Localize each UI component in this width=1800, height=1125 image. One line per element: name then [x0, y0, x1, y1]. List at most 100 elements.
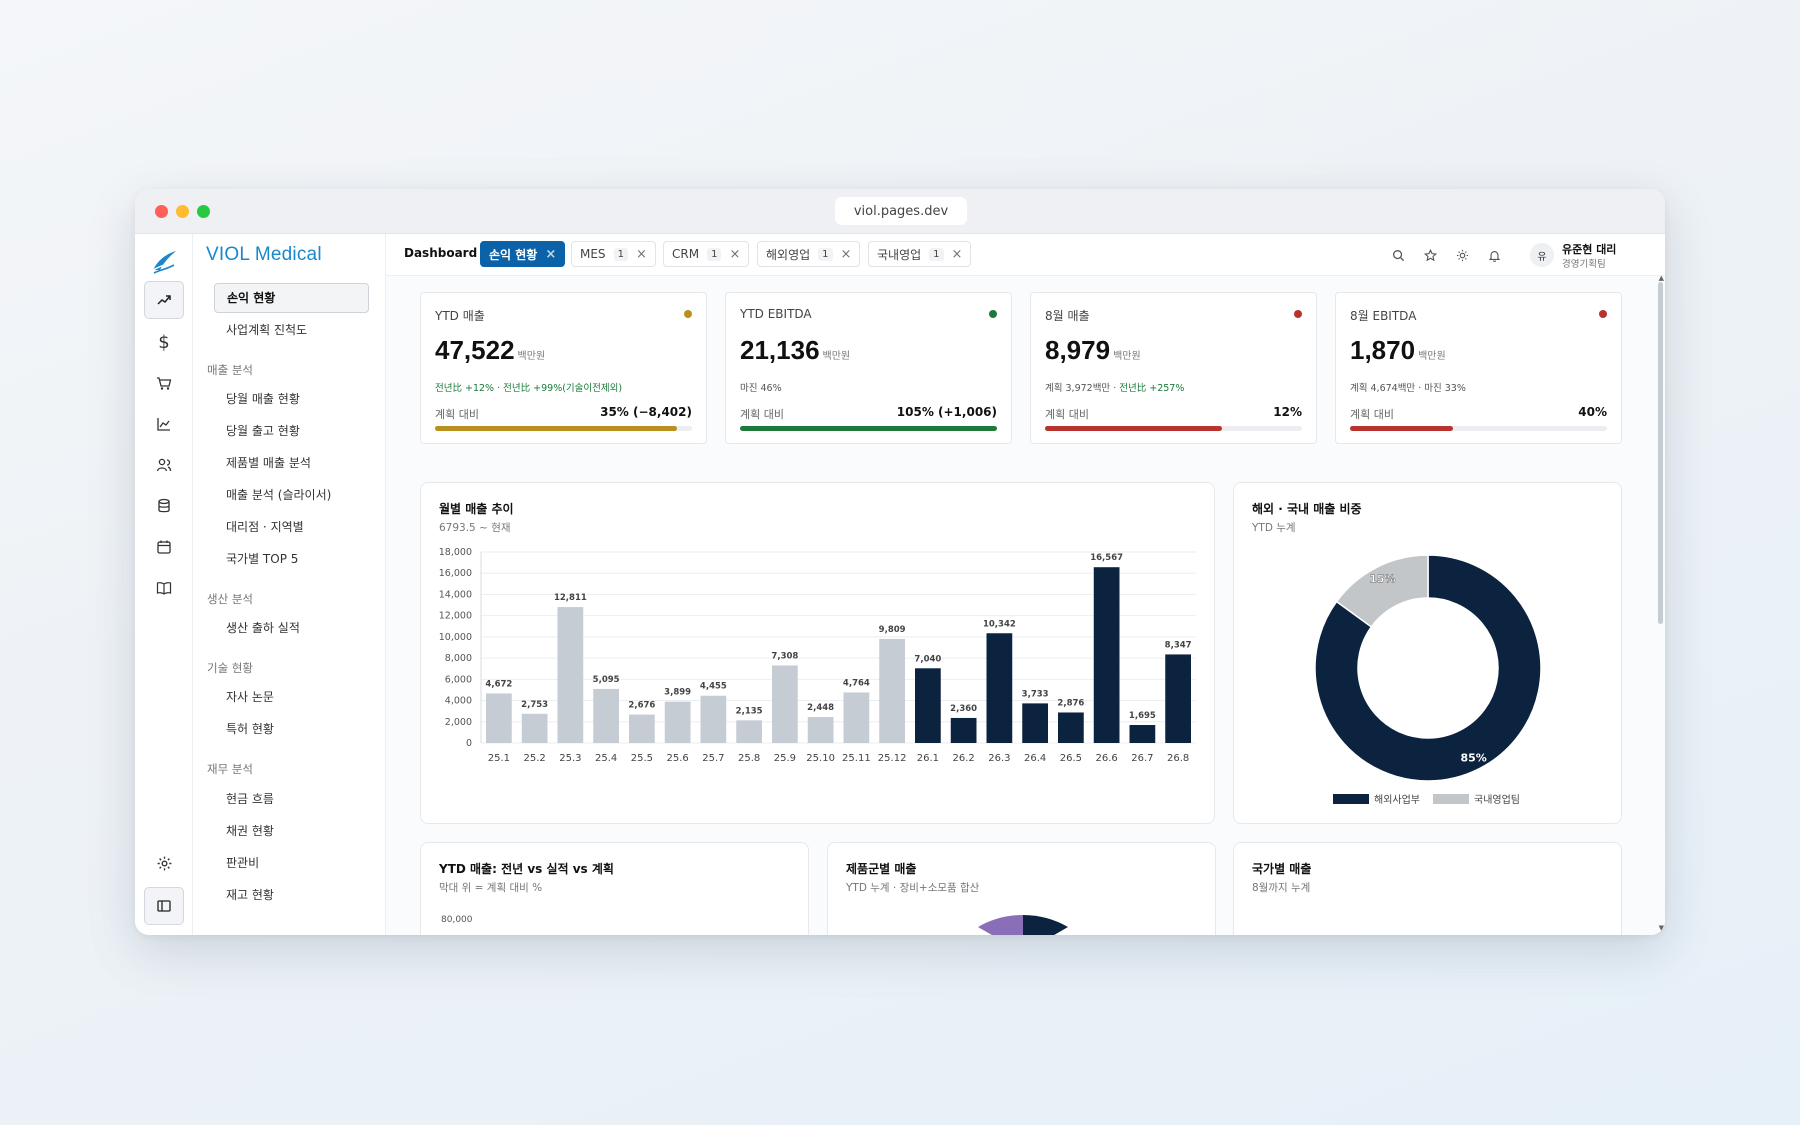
nav-item-sga[interactable]: 판관비	[226, 856, 260, 870]
sidebar-toggle-button[interactable]	[144, 887, 184, 925]
close-icon[interactable]: ×	[951, 246, 963, 262]
card-subtitle: 막대 위 = 계획 대비 %	[439, 882, 543, 894]
card-subtitle: YTD 누계	[1252, 522, 1296, 534]
url-bar[interactable]: viol.pages.dev	[835, 197, 967, 225]
rail-database-button[interactable]	[144, 487, 184, 525]
sun-icon	[1456, 249, 1468, 261]
kpi-plan-label: 계획 대비	[1045, 408, 1089, 421]
kpi-card-aug-ebitda: 8월 EBITDA 1,870 백만원 계획 4,674백만 · 마진 33% 계…	[1335, 292, 1622, 444]
bar-value-label: 2,876	[1057, 698, 1084, 708]
rail-calendar-button[interactable]	[144, 528, 184, 566]
rail-cart-button[interactable]	[144, 364, 184, 402]
monthly-sales-chart: 0 2,000 4,000 6,000 8,000 10,000 12,000 14,000 1…	[439, 547, 1196, 764]
bar-value-label: 8,347	[1165, 640, 1192, 650]
scrollbar-thumb[interactable]	[1658, 282, 1663, 624]
kpi-progress-fill	[1350, 426, 1453, 431]
y-tick-label: 0	[466, 738, 472, 749]
tab-count-badge: 1	[818, 247, 833, 261]
nav-item-monthly-sales[interactable]: 당월 매출 현황	[226, 392, 300, 406]
rail-settings-button[interactable]	[144, 844, 184, 882]
close-icon[interactable]: ×	[729, 246, 741, 262]
product-sales-card: 제품군별 매출 YTD 누계 · 장비+소모품 합산	[827, 842, 1216, 935]
nav-item-patents[interactable]: 특허 현황	[226, 722, 274, 736]
rail-sales-button[interactable]: $	[144, 323, 184, 361]
rail-users-button[interactable]	[144, 446, 184, 484]
y-tick-label: 8,000	[445, 653, 472, 664]
nav-item-receivables[interactable]: 채권 현황	[226, 824, 274, 838]
kpi-subtext: 계획 4,674백만 · 마진 33%	[1350, 383, 1466, 394]
nav-item-profit[interactable]: 손익 현황	[214, 283, 369, 313]
tab-domestic-sales[interactable]: 국내영업 1 ×	[868, 241, 972, 267]
rail-production-button[interactable]	[144, 405, 184, 443]
bell-icon	[1488, 250, 1500, 262]
scroll-down-arrow[interactable]: ▼	[1658, 924, 1664, 932]
y-tick-label: 14,000	[439, 589, 472, 600]
close-icon[interactable]: ×	[840, 246, 852, 262]
y-tick-label: 2,000	[445, 717, 472, 728]
bar	[1165, 654, 1191, 743]
kpi-unit: 백만원	[517, 351, 546, 362]
rail-book-button[interactable]	[144, 569, 184, 607]
kpi-title: 8월 EBITDA	[1350, 309, 1417, 323]
database-icon	[158, 498, 170, 513]
avatar[interactable]: 유	[1530, 243, 1554, 267]
nav-group-tech: 기술 현황	[207, 661, 253, 675]
tab-mes[interactable]: MES 1 ×	[571, 241, 656, 267]
bar-value-label: 2,676	[628, 701, 655, 711]
scroll-up-arrow[interactable]: ▲	[1658, 276, 1664, 282]
tab-label: 국내영업	[877, 247, 922, 262]
nav-item-cashflow[interactable]: 현금 흐름	[226, 792, 274, 806]
rail-trend-button[interactable]	[144, 281, 184, 319]
calendar-icon	[157, 540, 171, 554]
favorite-button[interactable]	[1420, 245, 1440, 265]
tab-dashboard[interactable]: Dashboard	[404, 246, 478, 260]
search-icon	[1392, 249, 1404, 261]
bar	[843, 692, 870, 743]
legend-label: 해외사업부	[1374, 793, 1420, 806]
tab-overseas-sales[interactable]: 해외영업 1 ×	[757, 241, 861, 267]
tab-label: MES	[580, 247, 606, 261]
kpi-value: 8,979 백만원	[1045, 335, 1141, 365]
bar-value-label: 7,040	[914, 654, 941, 664]
dollar-icon: $	[158, 331, 170, 353]
nav-item-country-top5[interactable]: 국가별 TOP 5	[226, 552, 299, 566]
x-tick-label: 26.6	[1095, 753, 1117, 764]
minimize-window-button[interactable]	[176, 205, 189, 218]
nav-item-papers[interactable]: 자사 논문	[226, 690, 274, 704]
maximize-window-button[interactable]	[197, 205, 210, 218]
kpi-value: 1,870 백만원	[1350, 335, 1446, 365]
nav-item-plan-progress[interactable]: 사업계획 진척도	[226, 323, 308, 337]
browser-window: viol.pages.dev $	[135, 189, 1665, 935]
close-window-button[interactable]	[155, 205, 168, 218]
x-tick-label: 25.8	[738, 753, 760, 764]
tab-crm[interactable]: CRM 1 ×	[663, 241, 750, 267]
nav-item-inventory[interactable]: 재고 현황	[226, 888, 274, 902]
user-name[interactable]: 유준현 대리	[1562, 243, 1617, 256]
bar	[557, 607, 584, 743]
nav-item-product-sales[interactable]: 제품별 매출 분석	[226, 456, 311, 470]
nav-group-production: 생산 분석	[207, 592, 253, 606]
bar	[772, 665, 798, 743]
tab-profit[interactable]: 손익 현황 ×	[480, 241, 566, 267]
search-button[interactable]	[1388, 245, 1408, 265]
tab-label: CRM	[672, 247, 700, 261]
kpi-plan-value: 35% (−8,402)	[600, 405, 692, 419]
theme-toggle-button[interactable]	[1452, 245, 1472, 265]
icon-rail: $	[135, 234, 193, 935]
users-icon	[156, 458, 172, 472]
close-icon[interactable]: ×	[545, 246, 557, 262]
close-icon[interactable]: ×	[635, 246, 647, 262]
x-tick-label: 26.1	[917, 753, 939, 764]
nav-item-monthly-shipping[interactable]: 당월 출고 현황	[226, 424, 300, 438]
nav-item-sales-slicer[interactable]: 매출 분석 (슬라이서)	[226, 488, 332, 502]
nav-item-production-shipping[interactable]: 생산 출하 실적	[226, 621, 300, 635]
star-icon	[1423, 248, 1437, 261]
kpi-title: YTD 매출	[435, 309, 485, 323]
kpi-subtext: 전년比 +12% · 전년比 +99%(기술이전제외)	[435, 383, 623, 394]
notifications-button[interactable]	[1484, 245, 1504, 265]
nav-item-agency-region[interactable]: 대리점 · 지역별	[226, 520, 304, 534]
x-tick-label: 25.1	[488, 753, 510, 764]
y-tick-label: 80,000	[441, 915, 473, 925]
bar	[879, 638, 905, 743]
chart-icon	[157, 418, 170, 431]
